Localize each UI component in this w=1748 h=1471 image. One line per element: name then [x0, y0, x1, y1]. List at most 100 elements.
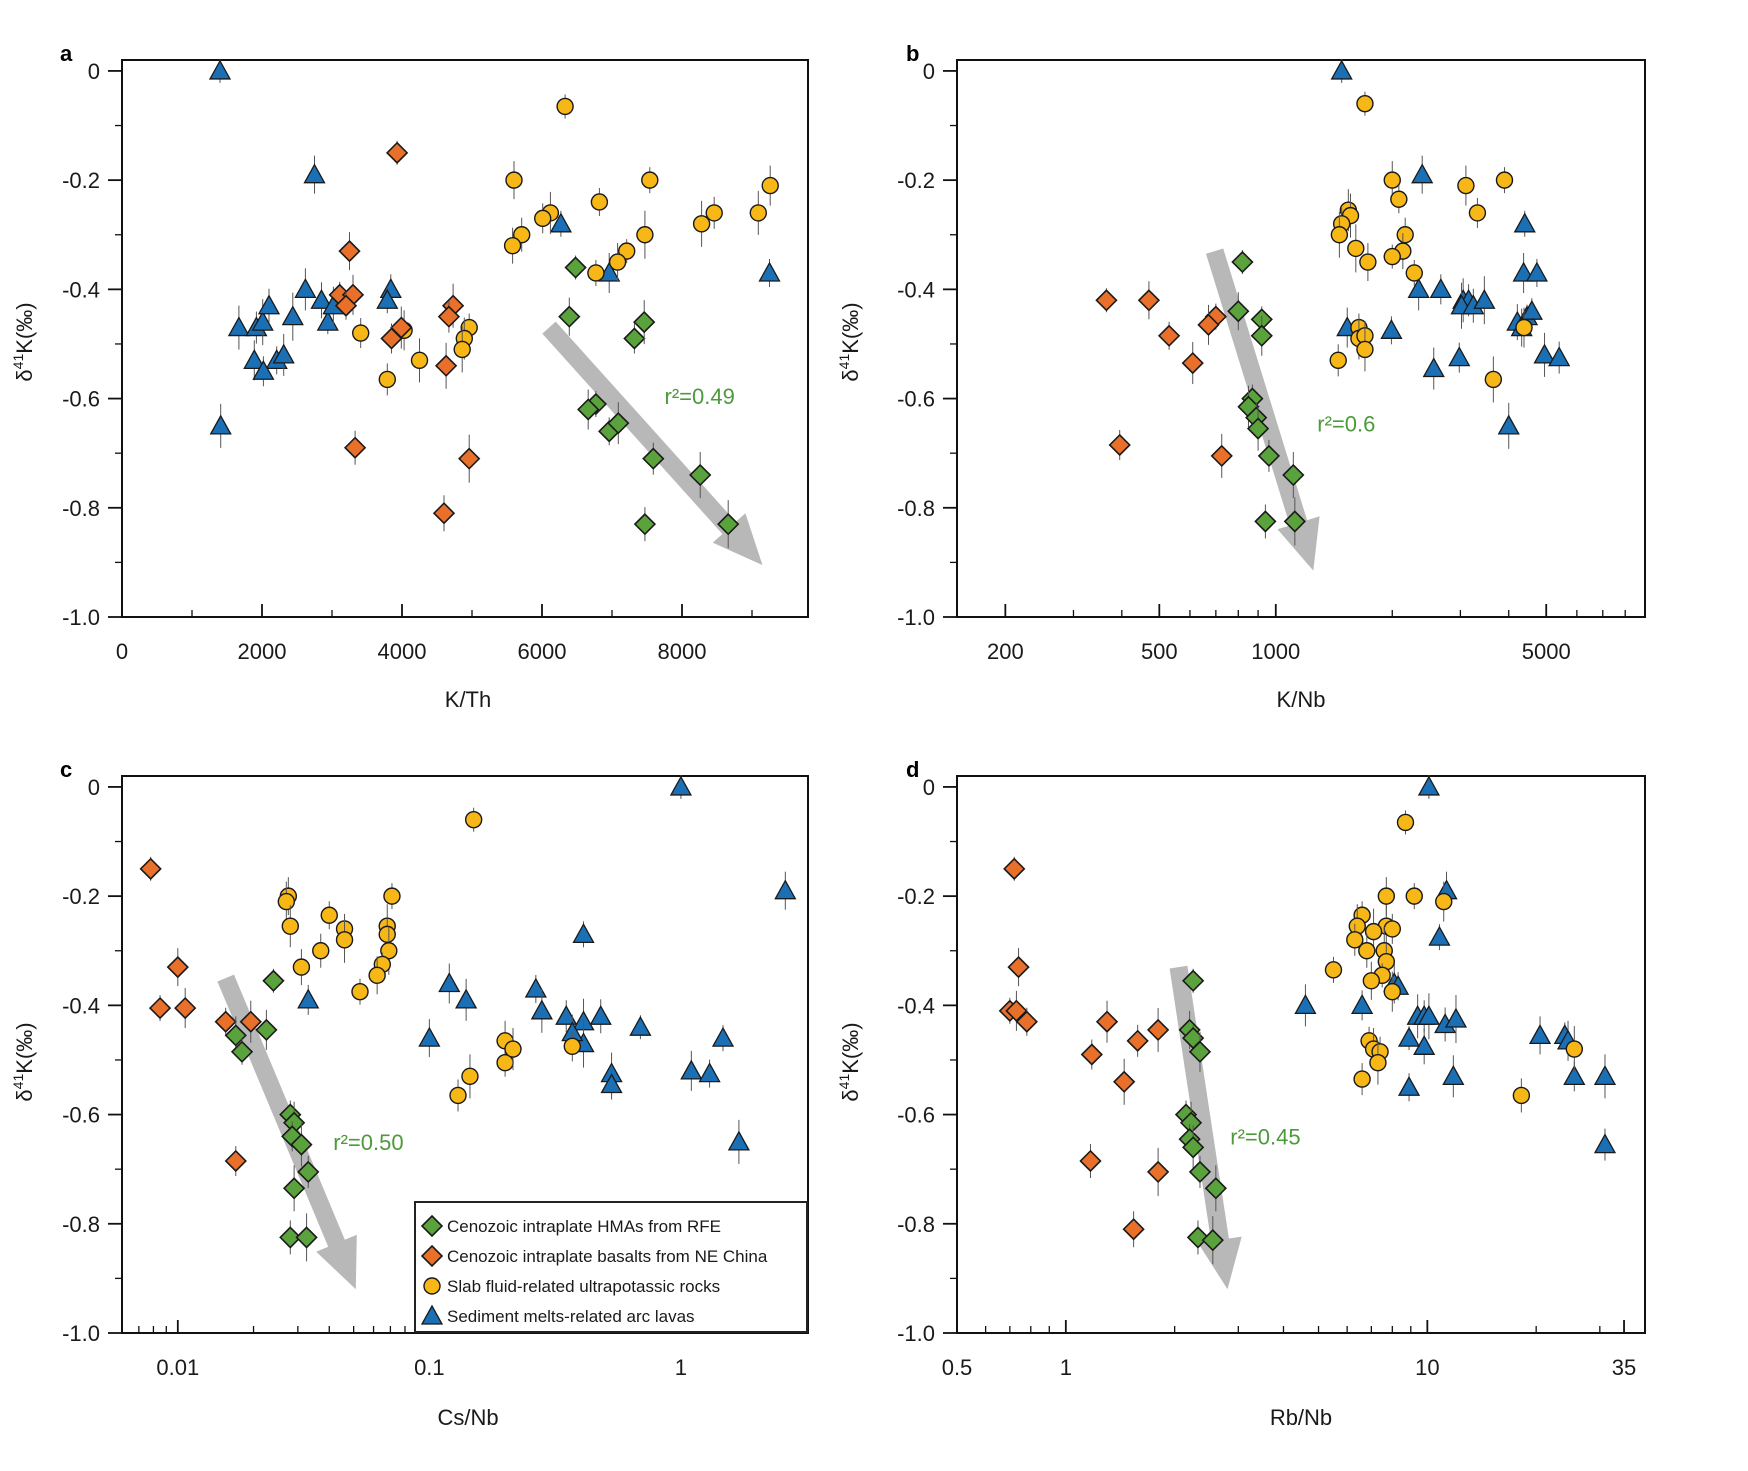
panel-a-slab-point: [534, 209, 552, 228]
panel-d-basalt-point: [1126, 1029, 1149, 1052]
panel-a-xlabel: K/Th: [445, 687, 491, 712]
panel-a-ytick-label: -0.4: [62, 277, 100, 302]
panel-b-basalt-point: [1157, 324, 1181, 347]
panel-a-ylabel-unit: K(‰): [12, 302, 37, 353]
panel-a-ylabel: δ41K(‰): [10, 302, 37, 381]
panel-a-hma-point: [577, 398, 600, 421]
panel-d-arc-point: [1417, 775, 1441, 796]
panel-d-slab-point: [1435, 892, 1453, 911]
panel-c-arc-point: [555, 1004, 578, 1025]
panel-a-slab-point: [749, 204, 767, 222]
panel-b-ylabel-unit: K(‰): [838, 302, 863, 353]
panel-d-slab-point: [1565, 1040, 1584, 1058]
panel-b-slab-point: [1356, 94, 1374, 113]
panel-d-basalt-point: [1122, 1218, 1145, 1241]
panel-c-arc-point: [455, 988, 478, 1009]
legend-marker-hma: [420, 1214, 444, 1238]
panel-a-slab-point: [556, 97, 574, 116]
panel-a-hma-point: [642, 447, 665, 470]
panel-a-slab-point: [505, 171, 523, 189]
panel-a-slab-point: [692, 215, 711, 233]
panel-c-slab-point: [277, 892, 296, 911]
panel-b-hma-point: [1283, 510, 1306, 533]
panel-c-xlabel: Cs/Nb: [437, 1405, 498, 1430]
panel-c-plot: 0 -0.2 -0.4 -0.6 -0.8 -1.0 0.01 0.1 1: [62, 774, 809, 1380]
panel-c-basalt-point: [166, 955, 189, 979]
panel-a: a K/Th δ41K(‰) 0 -0.2 -0.4 -0.6 -0.8 -1.0 0 200…: [10, 41, 809, 712]
panel-d-slab-point: [1369, 1053, 1387, 1072]
panel-c-arc-point: [438, 972, 461, 993]
panel-c-slab-point: [461, 1067, 479, 1086]
panel-b-arc-point: [1548, 346, 1571, 367]
panel-c-letter: c: [60, 757, 72, 782]
panel-d-xtick-label: 1: [1060, 1355, 1072, 1380]
panel-b-ytick-label: -1.0: [897, 605, 935, 630]
panel-b-basalt-point: [1197, 313, 1220, 336]
panel-b-letter: b: [906, 41, 919, 66]
panel-b-arc-point: [1411, 163, 1434, 184]
panel-a-frame: [121, 59, 809, 618]
panel-d-letter: d: [906, 757, 919, 782]
panel-a-basalt-point: [432, 502, 456, 525]
panel-d-hma-point: [1188, 1040, 1212, 1063]
panel-b-slab-point: [1484, 370, 1503, 389]
panel-d-arc-point: [1351, 994, 1374, 1015]
panel-a-ytick-label: -0.2: [62, 168, 100, 193]
panel-d-basalt-point: [1007, 955, 1030, 979]
panel-d-ytick-label: -1.0: [897, 1321, 935, 1346]
panel-d-hma-point: [1182, 1136, 1205, 1159]
legend-marker-arc: [420, 1304, 444, 1325]
panel-b-arc-point: [1525, 261, 1549, 282]
panel-a-hma-point: [689, 463, 712, 487]
panel-d-ytick-label: -0.6: [897, 1103, 935, 1128]
panel-c-slab-point: [335, 931, 354, 949]
panel-c-slab-point: [464, 810, 483, 829]
panel-d-arc-point: [1593, 1065, 1617, 1085]
panel-d-xlabel: Rb/Nb: [1270, 1405, 1332, 1430]
panel-a-arc-point: [281, 305, 304, 326]
panel-b-arc-point: [1473, 288, 1496, 309]
panel-d-slab-point: [1405, 887, 1423, 905]
panel-d-slab-point: [1324, 961, 1343, 979]
panel-c-hma-point: [295, 1226, 318, 1249]
panel-c-arc-point: [727, 1130, 751, 1151]
panel-d-ytick-label: 0: [923, 775, 935, 800]
panel-d-arc-point: [1397, 1075, 1421, 1096]
panel-a-slab-point: [590, 193, 609, 211]
panel-b: b K/Nb δ41K(‰) 0 -0.2 -0.4 -0.6 -0.8 -1.0 200 5…: [836, 41, 1646, 712]
panel-b-r2-label: r²=0.6: [1317, 411, 1375, 436]
panel-d-ylabel: δ41K(‰): [836, 1022, 863, 1101]
panel-c-ylabel: δ41K(‰): [10, 1022, 37, 1101]
panel-b-arc-point: [1448, 346, 1471, 367]
panel-a-basalt-point: [338, 239, 361, 263]
panel-b-xtick-label: 5000: [1522, 639, 1571, 664]
panel-b-arc-point: [1520, 299, 1543, 320]
panel-a-xtick-label: 6000: [518, 639, 567, 664]
panel-c-arc-point: [530, 999, 553, 1020]
panel-c-ytick-label: 0: [88, 775, 100, 800]
panel-b-slab-point: [1329, 351, 1347, 370]
panel-b-ytick-label: -0.4: [897, 277, 935, 302]
panel-a-hma-point: [564, 256, 587, 279]
panel-c-ytick-label: -0.4: [62, 993, 100, 1018]
panel-a-xtick-label: 2000: [238, 639, 287, 664]
panel-d-ylabel-delta: δ: [838, 1089, 863, 1101]
panel-b-arc-point: [1407, 278, 1430, 299]
panel-d-slab-point: [1383, 920, 1402, 938]
panel-a-arc-point: [209, 414, 232, 435]
panel-a-arc-point: [208, 59, 232, 80]
panel-a-slab-point: [378, 370, 396, 389]
panel-b-slab-point: [1457, 176, 1475, 195]
panel-b-ytick-label: 0: [923, 59, 935, 84]
panel-d-slab-point: [1353, 1070, 1371, 1088]
panel-b-arc-point: [1429, 278, 1452, 299]
panel-a-basalt-point: [458, 447, 481, 470]
panel-d-slab-point: [1358, 942, 1376, 960]
panel-c-basalt-point: [139, 857, 162, 880]
panel-a-arc-point: [758, 261, 781, 282]
panel-b-slab-point: [1405, 264, 1423, 282]
panel-d-basalt-point: [1005, 999, 1028, 1022]
panel-b-slab-point: [1383, 171, 1401, 189]
panel-c-arc-point: [629, 1015, 652, 1036]
panel-c-slab-point: [504, 1040, 522, 1058]
